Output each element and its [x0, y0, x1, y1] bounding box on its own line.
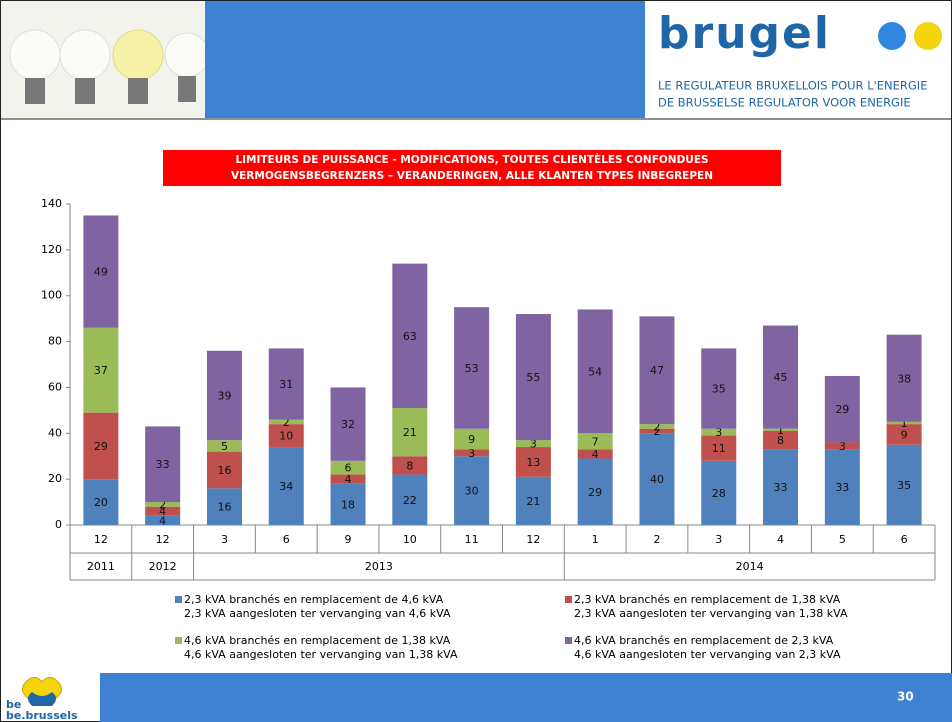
- chart-subtitle: VERMOGENSBEGRENZERS – VERANDERINGEN, ALL…: [231, 170, 713, 182]
- data-label: 4: [345, 473, 352, 486]
- data-label: 54: [588, 365, 602, 378]
- legend-label: 4,6 kVA aangesloten ter vervanging van 1…: [184, 648, 458, 661]
- data-label: 38: [897, 372, 911, 385]
- legend-label: 2,3 kVA branchés en remplacement de 4,6 …: [184, 593, 444, 606]
- data-label: 6: [345, 462, 352, 475]
- data-label: 31: [279, 378, 293, 391]
- x-tick-label: 4: [777, 533, 784, 546]
- legend-swatch: [175, 637, 182, 644]
- x-tick-label: 6: [901, 533, 908, 546]
- data-label: 32: [341, 418, 355, 431]
- data-label: 16: [217, 501, 231, 514]
- legend-label: 2,3 kVA aangesloten ter vervanging van 4…: [184, 607, 451, 620]
- slide-canvas: brugel LE REGULATEUR BRUXELLOIS POUR L'E…: [0, 0, 952, 722]
- logo-dot: [878, 22, 906, 50]
- data-label: 11: [712, 442, 726, 455]
- data-label: 30: [465, 485, 479, 498]
- data-label: 33: [835, 481, 849, 494]
- tagline: LE REGULATEUR BRUXELLOIS POUR L'ENERGIE: [658, 79, 927, 93]
- logo-text: brugel: [658, 8, 831, 59]
- y-tick-label: 120: [41, 243, 62, 256]
- y-tick-label: 140: [41, 197, 62, 210]
- data-label: 29: [835, 403, 849, 416]
- logo-dot: [914, 22, 942, 50]
- data-label: 39: [217, 389, 231, 402]
- footer-logo: be.brussels: [6, 709, 78, 722]
- data-label: 40: [650, 473, 664, 486]
- data-label: 33: [774, 481, 788, 494]
- data-label: 34: [279, 480, 293, 493]
- slide: brugel LE REGULATEUR BRUXELLOIS POUR L'E…: [0, 0, 952, 722]
- x-tick-label: 1: [592, 533, 599, 546]
- data-label: 21: [403, 426, 417, 439]
- data-label: 7: [592, 435, 599, 448]
- x-tick-label: 5: [839, 533, 846, 546]
- header-banner: [205, 1, 645, 118]
- y-tick-label: 100: [41, 289, 62, 302]
- legend-label: 2,3 kVA branchés en remplacement de 1,38…: [574, 593, 841, 606]
- legend-swatch: [565, 637, 572, 644]
- legend-swatch: [565, 596, 572, 603]
- group-label: 2014: [736, 560, 764, 573]
- page-number: 30: [897, 690, 914, 704]
- data-label: 16: [217, 464, 231, 477]
- x-tick-label: 6: [283, 533, 290, 546]
- data-label: 9: [468, 433, 475, 446]
- legend-label: 4,6 kVA branchés en remplacement de 1,38…: [184, 634, 451, 647]
- data-label: 47: [650, 364, 664, 377]
- data-label: 29: [94, 440, 108, 453]
- x-tick-label: 2: [653, 533, 660, 546]
- data-label: 35: [897, 479, 911, 492]
- data-label: 21: [526, 495, 540, 508]
- data-label: 28: [712, 487, 726, 500]
- y-tick-label: 40: [48, 426, 62, 439]
- x-tick-label: 10: [403, 533, 417, 546]
- legend-label: 4,6 kVA branchés en remplacement de 2,3 …: [574, 634, 834, 647]
- x-tick-label: 3: [221, 533, 228, 546]
- x-tick-label: 12: [526, 533, 540, 546]
- data-label: 45: [774, 371, 788, 384]
- y-tick-label: 0: [55, 518, 62, 531]
- data-label: 8: [406, 459, 413, 472]
- data-label: 37: [94, 364, 108, 377]
- group-label: 2013: [365, 560, 393, 573]
- legend-swatch: [175, 596, 182, 603]
- data-label: 35: [712, 383, 726, 396]
- tagline: DE BRUSSELSE REGULATOR VOOR ENERGIE: [658, 96, 911, 110]
- data-label: 10: [279, 430, 293, 443]
- data-label: 53: [465, 362, 479, 375]
- data-label: 20: [94, 496, 108, 509]
- data-label: 33: [156, 458, 170, 471]
- data-label: 9: [901, 428, 908, 441]
- legend-label: 4,6 kVA aangesloten ter vervanging van 2…: [574, 648, 841, 661]
- footer-bar: [100, 673, 952, 722]
- group-label: 2011: [87, 560, 115, 573]
- data-label: 18: [341, 498, 355, 511]
- data-label: 5: [221, 440, 228, 453]
- x-tick-label: 12: [156, 533, 170, 546]
- chart-title: LIMITEURS DE PUISSANCE - MODIFICATIONS, …: [235, 153, 708, 166]
- x-tick-label: 9: [345, 533, 352, 546]
- x-tick-label: 3: [715, 533, 722, 546]
- data-label: 22: [403, 494, 417, 507]
- x-tick-label: 12: [94, 533, 108, 546]
- y-tick-label: 20: [48, 472, 62, 485]
- data-label: 63: [403, 330, 417, 343]
- group-label: 2012: [149, 560, 177, 573]
- data-label: 29: [588, 486, 602, 499]
- legend-label: 2,3 kVA aangesloten ter vervanging van 1…: [574, 607, 848, 620]
- y-tick-label: 60: [48, 380, 62, 393]
- data-label: 4: [592, 448, 599, 461]
- data-label: 13: [526, 456, 540, 469]
- y-tick-label: 80: [48, 335, 62, 348]
- data-label: 49: [94, 266, 108, 279]
- data-label: 55: [526, 371, 540, 384]
- x-tick-label: 11: [465, 533, 479, 546]
